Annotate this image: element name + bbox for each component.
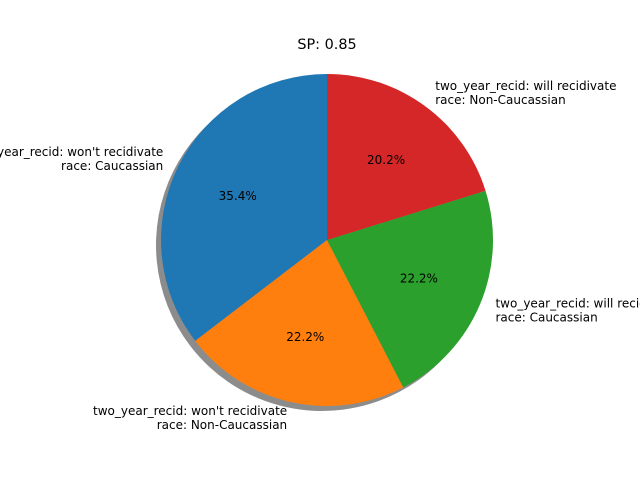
- pie-slice-2: [327, 190, 493, 388]
- pie-slice-0: [161, 74, 327, 341]
- percent-labels: 35.4% 22.2% 22.2% 20.2%: [219, 153, 438, 344]
- pie-slice-1: [195, 240, 404, 406]
- percent-label-3: 20.2%: [367, 153, 405, 167]
- chart-title: SP: 0.85: [297, 37, 356, 53]
- slice-label-1: two_year_recid: won't recidivate race: No…: [93, 404, 287, 432]
- pie-slices: [161, 74, 493, 406]
- pie-slice-3: [327, 74, 486, 240]
- percent-label-1: 22.2%: [286, 330, 324, 344]
- slice-label-3: two_year_recid: will recidivate race: Non…: [435, 79, 616, 107]
- percent-label-0: 35.4%: [219, 189, 257, 203]
- percent-label-2: 22.2%: [400, 271, 438, 285]
